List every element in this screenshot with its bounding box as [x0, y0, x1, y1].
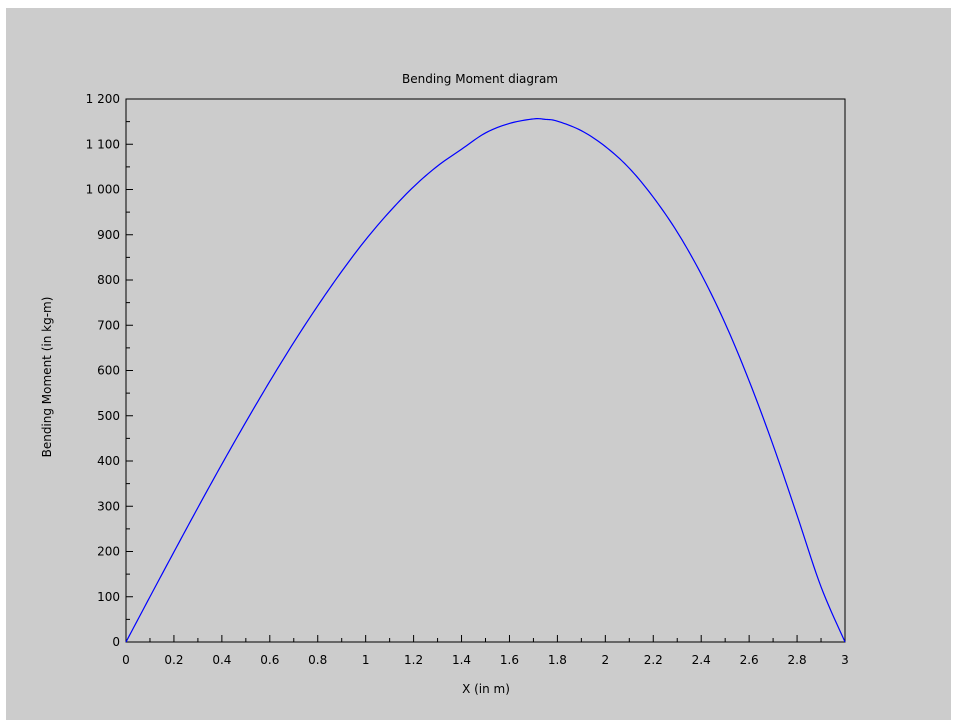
y-tick-label: 1 200	[86, 92, 120, 106]
x-tick-label: 2.8	[788, 653, 807, 667]
x-tick-label: 2.4	[692, 653, 711, 667]
x-tick-label: 1.2	[404, 653, 423, 667]
x-tick-label: 0.6	[260, 653, 279, 667]
y-tick-label: 0	[112, 635, 120, 649]
y-tick-label: 100	[97, 590, 120, 604]
x-tick-label: 0.8	[308, 653, 327, 667]
y-tick-label: 800	[97, 273, 120, 287]
y-tick-label: 600	[97, 364, 120, 378]
y-tick-label: 700	[97, 318, 120, 332]
x-tick-label: 0	[122, 653, 130, 667]
plot-frame	[125, 98, 846, 643]
y-tick-label: 1 000	[86, 183, 120, 197]
series-line	[125, 118, 846, 643]
x-axis-label: X (in m)	[462, 682, 510, 696]
chart-title: Bending Moment diagram	[402, 72, 558, 86]
y-tick-label: 1 100	[86, 137, 120, 151]
x-tick-label: 3	[841, 653, 849, 667]
y-axis-label: Bending Moment (in kg-m)	[40, 297, 54, 458]
x-tick-label: 1	[362, 653, 370, 667]
x-tick-label: 0.4	[212, 653, 231, 667]
figure-canvas: Bending Moment diagram X (in m) Bending …	[6, 8, 951, 720]
y-tick-label: 900	[97, 228, 120, 242]
x-tick-label: 2	[602, 653, 610, 667]
x-tick-label: 0.2	[164, 653, 183, 667]
x-tick-label: 1.8	[548, 653, 567, 667]
y-tick-label: 200	[97, 545, 120, 559]
x-tick-label: 1.4	[452, 653, 471, 667]
y-tick-label: 300	[97, 499, 120, 513]
x-tick-label: 2.2	[644, 653, 663, 667]
bending-moment-chart: Bending Moment diagram X (in m) Bending …	[40, 72, 849, 696]
y-tick-label: 400	[97, 454, 120, 468]
x-tick-label: 1.6	[500, 653, 519, 667]
y-tick-label: 500	[97, 409, 120, 423]
x-tick-label: 2.6	[740, 653, 759, 667]
x-axis: 0 0.2 0.4 0.6 0.8 1 1.2 1.4 1.6 1.8 2 2.2 2.4 2.6 2.8 3	[122, 635, 849, 667]
y-axis: 0 100 200 300 400 500 600 700 800 900 1 000 1 100 1 …	[86, 92, 133, 649]
